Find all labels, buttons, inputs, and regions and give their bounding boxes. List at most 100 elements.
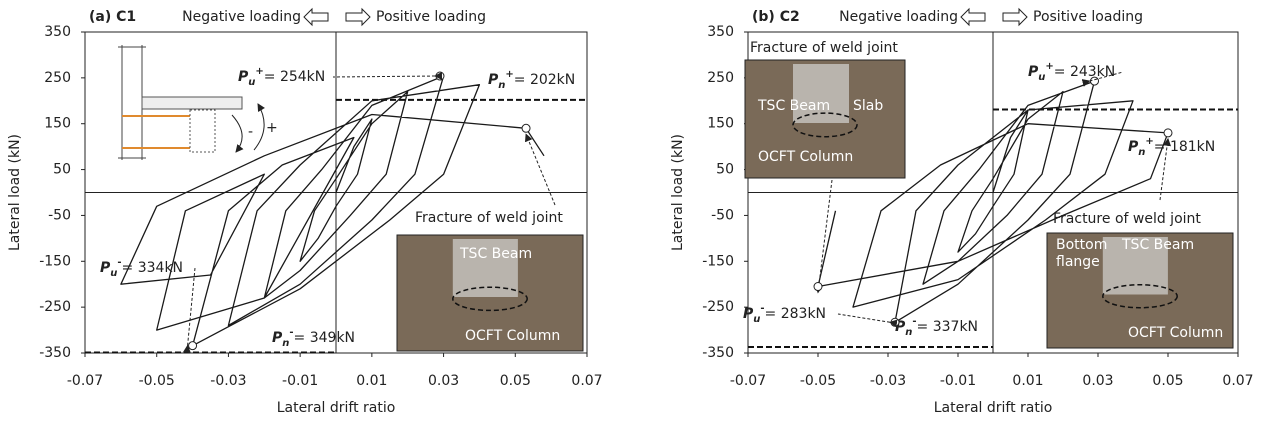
label-text: = 243kN — [1054, 64, 1115, 80]
label-text: = 254kN — [264, 69, 325, 85]
peak-marker — [189, 342, 197, 350]
label-sup: + — [255, 66, 263, 77]
negative-label: Negative loading — [839, 9, 958, 25]
x-tick-label: -0.05 — [800, 373, 836, 389]
label-sub: n — [498, 80, 505, 91]
photo-label: TSC Beam — [1121, 237, 1194, 253]
annotation-label: Fracture of weld joint — [750, 40, 898, 56]
peak-marker — [436, 72, 444, 80]
positive-label: Positive loading — [376, 9, 486, 25]
photo-label: Bottom — [1056, 237, 1107, 253]
photo-label: TSC Beam — [459, 246, 532, 262]
photo-label: OCFT Column — [465, 328, 560, 344]
y-tick-label: 350 — [44, 24, 71, 40]
diagram-plate — [190, 110, 215, 152]
loading-arrow — [304, 9, 328, 25]
photo-label: Slab — [853, 98, 883, 114]
label-sup: + — [505, 69, 513, 80]
annotation-label: Pu+= 254kN — [238, 66, 325, 88]
x-tick-label: -0.07 — [67, 373, 103, 389]
label-text: = 334kN — [122, 260, 183, 276]
label-text: = 349kN — [294, 330, 355, 346]
x-tick-label: 0.03 — [1082, 373, 1113, 389]
x-tick-label: 0.03 — [428, 373, 459, 389]
label-sub: u — [248, 77, 255, 88]
x-tick-label: -0.05 — [139, 373, 175, 389]
label-text: = 337kN — [917, 319, 978, 335]
peak-marker — [522, 124, 530, 132]
x-axis-label: Lateral drift ratio — [934, 400, 1053, 416]
label-sup: + — [1045, 61, 1053, 72]
annotation-label: Pu+= 243kN — [1028, 61, 1115, 83]
x-tick-label: -0.03 — [870, 373, 906, 389]
y-tick-label: 150 — [707, 116, 734, 132]
label-sub: u — [753, 314, 760, 325]
y-tick-label: 150 — [44, 116, 71, 132]
x-axis-label: Lateral drift ratio — [277, 400, 396, 416]
photo-label: flange — [1056, 254, 1100, 270]
label-text: Fracture of weld joint — [1053, 211, 1201, 227]
label-text: Fracture of weld joint — [415, 210, 563, 226]
label-text: Fracture of weld joint — [750, 40, 898, 56]
chart: (a) C1 Negative loading Positive loading La… — [0, 0, 1263, 422]
photo-label: OCFT Column — [1128, 325, 1223, 341]
photo-label: OCFT Column — [758, 149, 853, 165]
diagram-label: - — [248, 124, 253, 140]
negative-label: Negative loading — [182, 9, 301, 25]
label-sub: n — [282, 338, 289, 349]
y-tick-label: 250 — [44, 70, 71, 86]
loading-arrow — [346, 9, 370, 25]
diagram-label: + — [266, 120, 278, 136]
label-text: = 283kN — [765, 306, 826, 322]
photo-label: TSC Beam — [757, 98, 830, 114]
annotation-label: Fracture of weld joint — [415, 210, 563, 226]
annotation-arrow — [526, 134, 555, 205]
x-tick-label: 0.01 — [356, 373, 387, 389]
label-text: = 202kN — [514, 72, 575, 88]
peak-marker — [1164, 129, 1172, 137]
x-tick-label: 0.05 — [500, 373, 531, 389]
panel-title: (b) C2 — [752, 9, 800, 25]
x-tick-label: 0.05 — [1152, 373, 1183, 389]
peak-marker — [814, 283, 822, 291]
annotation-arrow — [838, 314, 890, 322]
peak-marker — [891, 318, 899, 326]
y-tick-label: 250 — [707, 70, 734, 86]
y-tick-label: 50 — [53, 162, 71, 178]
x-tick-label: 0.01 — [1012, 373, 1043, 389]
y-tick-label: -350 — [702, 345, 734, 361]
annotation-arrow — [333, 76, 435, 77]
x-tick-label: -0.01 — [940, 373, 976, 389]
x-tick-label: -0.01 — [282, 373, 318, 389]
y-tick-label: -50 — [711, 207, 734, 223]
y-tick-label: -250 — [702, 299, 734, 315]
annotation-label: Fracture of weld joint — [1053, 211, 1201, 227]
x-tick-label: -0.03 — [210, 373, 246, 389]
diagram-moment — [254, 104, 264, 150]
x-tick-label: 0.07 — [571, 373, 602, 389]
annotation-label: Pu-= 334kN — [100, 257, 183, 279]
label-sub: u — [1038, 72, 1045, 83]
label-sup: + — [1145, 136, 1153, 147]
positive-label: Positive loading — [1033, 9, 1143, 25]
loading-arrow — [1003, 9, 1027, 25]
annotation-arrow — [188, 268, 195, 346]
label-sub: n — [905, 327, 912, 338]
label-sub: u — [110, 268, 117, 279]
y-tick-label: 50 — [716, 162, 734, 178]
y-tick-label: -150 — [702, 253, 734, 269]
annotation-label: Pn-= 337kN — [895, 316, 978, 338]
diagram-beam — [142, 97, 242, 109]
diagram-moment — [232, 115, 242, 152]
annotation-label: Pn+= 181kN — [1128, 136, 1215, 158]
y-tick-label: -50 — [48, 207, 71, 223]
y-tick-label: -250 — [39, 299, 71, 315]
annotation-label: Pn+= 202kN — [488, 69, 575, 91]
panel-title: (a) C1 — [89, 9, 136, 25]
y-tick-label: -350 — [39, 345, 71, 361]
x-tick-label: -0.07 — [730, 373, 766, 389]
annotation-label: Pn-= 349kN — [272, 327, 355, 349]
y-tick-label: -150 — [39, 253, 71, 269]
y-axis-label: Lateral load (kN) — [670, 134, 686, 251]
x-tick-label: 0.07 — [1222, 373, 1253, 389]
